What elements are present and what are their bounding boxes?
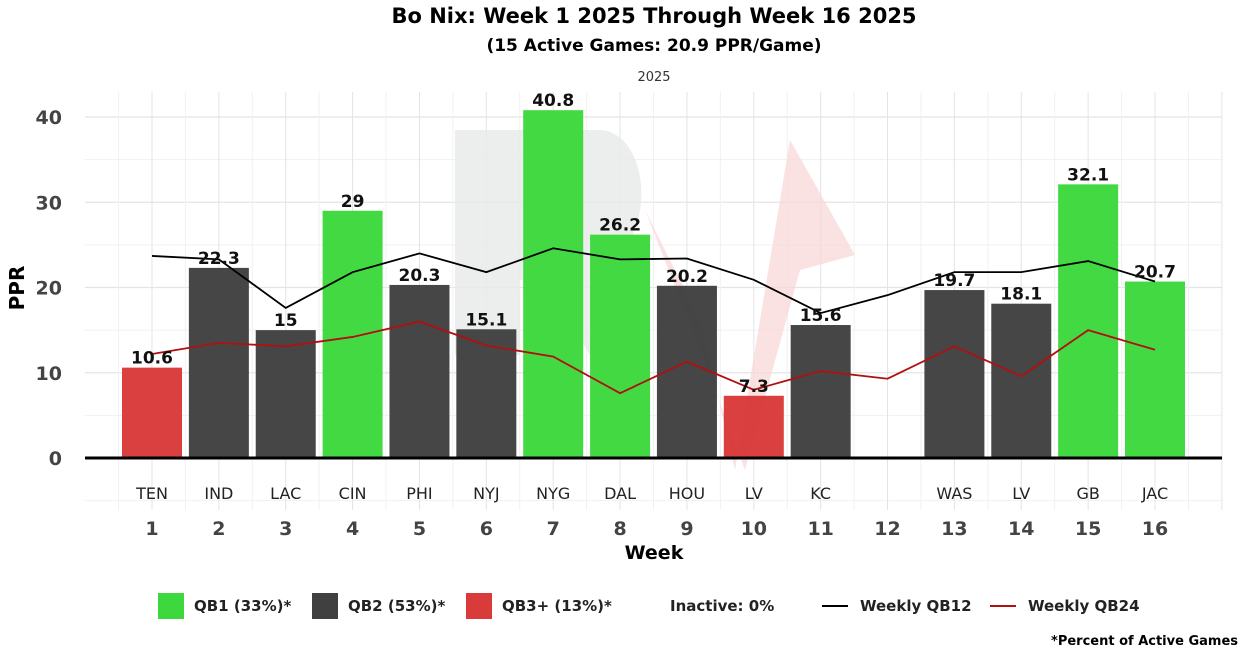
week-tick-8: 8 [613, 518, 626, 540]
legend-qb24: Weekly QB24 [990, 592, 1140, 620]
bar-week-2 [188, 267, 249, 458]
legend-qb2: QB2 (53%)* [312, 592, 445, 620]
week-tick-2: 2 [212, 518, 225, 540]
legend-inactive: Inactive: 0% [670, 592, 774, 620]
facet-label: 2025 [637, 70, 671, 85]
bar-label-week-4: 29 [341, 192, 365, 212]
bar-label-week-13: 19.7 [933, 271, 975, 291]
bar-week-13 [924, 290, 985, 458]
y-tick-0: 0 [49, 448, 62, 470]
chart-title: Bo Nix: Week 1 2025 Through Week 16 2025 [391, 4, 917, 28]
bar-label-week-11: 15.6 [800, 306, 842, 326]
bar-week-10 [723, 395, 784, 458]
qb1-swatch [158, 593, 184, 619]
opponent-label-week-14: LV [1012, 484, 1030, 503]
opponent-label-week-1: TEN [135, 484, 168, 503]
bar-label-week-1: 10.6 [131, 349, 173, 369]
y-tick-labels: 0 10 20 30 40 [36, 107, 62, 470]
bar-label-week-14: 18.1 [1000, 285, 1042, 305]
line-weekly-qb12 [151, 247, 1156, 315]
qb3-swatch [466, 593, 492, 619]
legend: QB1 (33%)* QB2 (53%)* QB3+ (13%)* Inacti… [0, 592, 1248, 620]
bar-week-5 [389, 284, 450, 458]
legend-qb1: QB1 (33%)* [158, 592, 291, 620]
week-tick-12: 12 [874, 518, 900, 540]
qb2-swatch [312, 593, 338, 619]
bar-week-7 [523, 110, 584, 459]
opponent-label-week-10: LV [745, 484, 763, 503]
bar-label-week-10: 7.3 [739, 377, 769, 397]
y-tick-10: 10 [36, 363, 62, 385]
opponent-label-week-4: CIN [339, 484, 367, 503]
opponent-label-week-8: DAL [604, 484, 636, 503]
chart-subtitle: (15 Active Games: 20.9 PPR/Game) [486, 36, 822, 56]
line-weekly-qb24 [151, 320, 1156, 395]
bar-week-15 [1058, 184, 1119, 458]
week-tick-6: 6 [480, 518, 493, 540]
week-tick-1: 1 [145, 518, 158, 540]
opponent-label-week-5: PHI [406, 484, 432, 503]
week-tick-9: 9 [680, 518, 693, 540]
bar-label-week-3: 15 [274, 311, 298, 331]
bar-label-week-15: 32.1 [1067, 165, 1109, 185]
week-tick-16: 16 [1142, 518, 1168, 540]
week-tick-4: 4 [346, 518, 359, 540]
week-tick-10: 10 [741, 518, 767, 540]
x-axis-label: Week [625, 542, 684, 564]
qb24-line-swatch [990, 605, 1016, 607]
bar-label-week-16: 20.7 [1134, 263, 1176, 283]
bar-label-week-6: 15.1 [465, 310, 507, 330]
data-labels: 10.6 22.3 15 29 20.3 15.1 40.8 26.2 20.2 7.3 15.6 1… [131, 91, 1176, 397]
week-tick-5: 5 [413, 518, 426, 540]
legend-qb3: QB3+ (13%)* [466, 592, 612, 620]
opponent-label-week-16: JAC [1141, 484, 1168, 503]
ppr-chart: 10.622.3152920.315.140.826.220.27.315.61… [5, 91, 1223, 564]
week-tick-14: 14 [1008, 518, 1034, 540]
qb12-line-swatch [822, 605, 848, 607]
week-tick-3: 3 [279, 518, 292, 540]
week-tick-11: 11 [807, 518, 833, 540]
opponent-label-week-13: WAS [936, 484, 972, 503]
trend-lines [151, 247, 1156, 395]
bar-week-1 [122, 367, 182, 458]
bar-week-6 [456, 329, 517, 458]
bar-week-14 [991, 303, 1052, 458]
week-tick-13: 13 [941, 518, 967, 540]
y-tick-20: 20 [36, 278, 62, 300]
x-tick-labels: TEN 1 IND 2 LAC 3 CIN 4 PHI 5 NYJ 6 NYG 7 DAL 8 HOU 9 LV 10… [135, 484, 1168, 540]
bar-label-week-7: 40.8 [532, 91, 574, 111]
bar-week-8 [590, 234, 651, 458]
bar-week-3 [255, 330, 316, 458]
legend-qb2-label: QB2 (53%)* [348, 597, 446, 615]
watermark-arrow [645, 140, 855, 470]
opponent-label-week-15: GB [1076, 484, 1099, 503]
legend-qb1-label: QB1 (33%)* [194, 597, 292, 615]
legend-qb3-label: QB3+ (13%)* [502, 597, 612, 615]
opponent-label-week-2: IND [204, 484, 233, 503]
footnote: *Percent of Active Games [1051, 634, 1238, 649]
bar-week-4 [322, 210, 383, 458]
legend-inactive-label: Inactive: 0% [670, 597, 775, 615]
legend-qb24-label: Weekly QB24 [1028, 597, 1140, 615]
opponent-label-week-7: NYG [536, 484, 570, 503]
y-tick-40: 40 [36, 107, 62, 129]
y-axis-label: PPR [5, 266, 29, 311]
week-tick-15: 15 [1075, 518, 1101, 540]
bar-week-16 [1125, 281, 1185, 458]
grid [85, 92, 1223, 510]
legend-qb12: Weekly QB12 [822, 592, 972, 620]
y-tick-30: 30 [36, 192, 62, 214]
bar-label-week-9: 20.2 [666, 267, 708, 287]
opponent-label-week-11: KC [810, 484, 831, 503]
bar-week-11 [790, 325, 851, 458]
opponent-label-week-9: HOU [669, 484, 705, 503]
opponent-label-week-3: LAC [270, 484, 301, 503]
bars [122, 110, 1185, 459]
bar-label-week-8: 26.2 [599, 216, 641, 236]
bar-label-week-2: 22.3 [198, 249, 240, 269]
opponent-label-week-6: NYJ [473, 484, 499, 503]
legend-qb12-label: Weekly QB12 [860, 597, 972, 615]
week-tick-7: 7 [547, 518, 560, 540]
bar-label-week-5: 20.3 [398, 266, 440, 286]
